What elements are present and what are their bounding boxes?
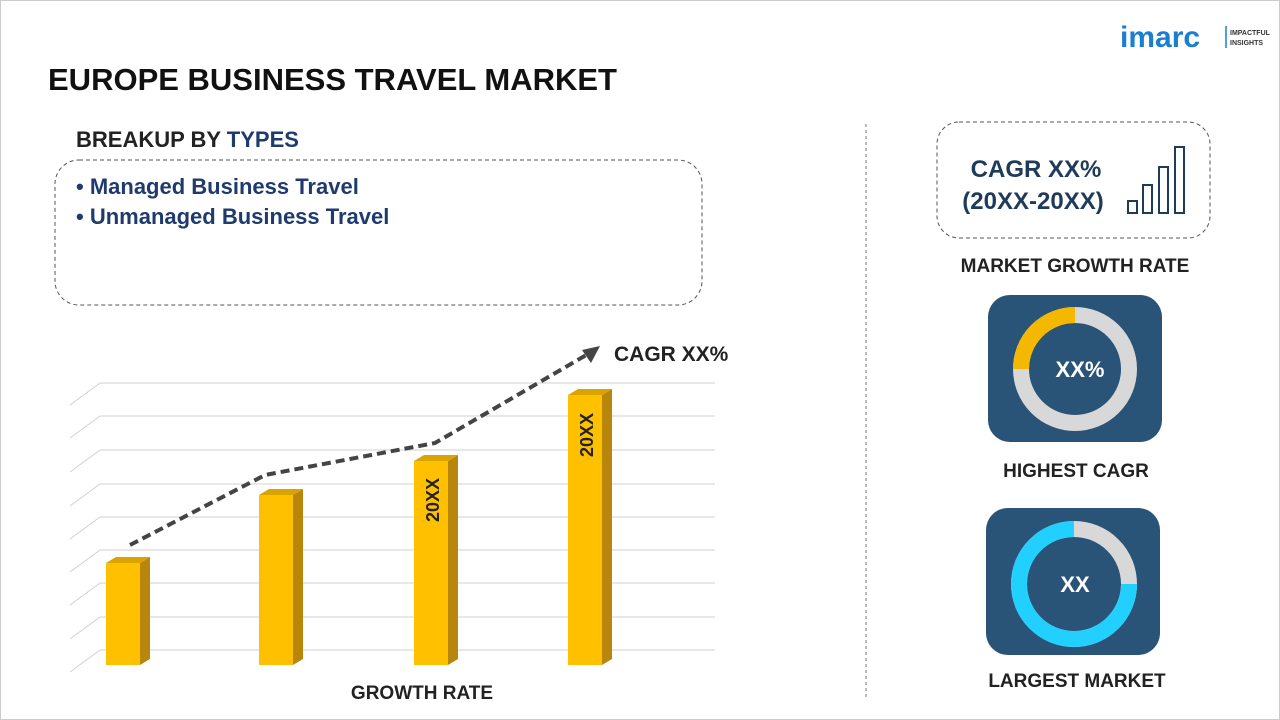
growth-value: CAGR XX% bbox=[971, 156, 1102, 183]
logo-name: imarc bbox=[1120, 21, 1200, 54]
donut-arc bbox=[1013, 307, 1076, 370]
growth-box bbox=[936, 121, 1211, 239]
cagr-label: CAGR XX% bbox=[614, 343, 729, 366]
bar bbox=[259, 489, 303, 665]
market-caption: LARGEST MARKET bbox=[988, 671, 1166, 692]
cagr-caption: HIGHEST CAGR bbox=[1003, 461, 1149, 482]
bar-label: 20XX bbox=[423, 478, 443, 522]
market-value: XX bbox=[1060, 572, 1090, 597]
bar bbox=[414, 455, 458, 665]
growth-icon bbox=[1127, 146, 1185, 214]
cagr-value: XX% bbox=[1056, 357, 1105, 382]
growth-period: (20XX-20XX) bbox=[962, 188, 1103, 215]
trend-arrowhead bbox=[582, 346, 600, 363]
bar bbox=[106, 557, 150, 665]
bars bbox=[106, 389, 612, 665]
growth-caption: MARKET GROWTH RATE bbox=[961, 256, 1190, 277]
logo-tagline: INSIGHTS bbox=[1230, 40, 1263, 47]
trend-line bbox=[129, 352, 590, 547]
heading-highlight: TYPES bbox=[227, 127, 299, 152]
logo-tagline: IMPACTFUL bbox=[1230, 30, 1271, 37]
breakup-item: • Managed Business Travel bbox=[76, 174, 359, 199]
bar-label: 20XX bbox=[577, 413, 597, 457]
breakup-heading: BREAKUP BY TYPES bbox=[76, 127, 299, 152]
logo: imarc IMPACTFUL INSIGHTS bbox=[1120, 21, 1271, 54]
donut-arc bbox=[1011, 521, 1137, 647]
breakup-item: • Unmanaged Business Travel bbox=[76, 204, 389, 229]
page-title: EUROPE BUSINESS TRAVEL MARKET bbox=[48, 62, 617, 97]
bar bbox=[568, 389, 612, 665]
heading-prefix: BREAKUP BY bbox=[76, 127, 221, 152]
axis-label: GROWTH RATE bbox=[351, 683, 493, 704]
